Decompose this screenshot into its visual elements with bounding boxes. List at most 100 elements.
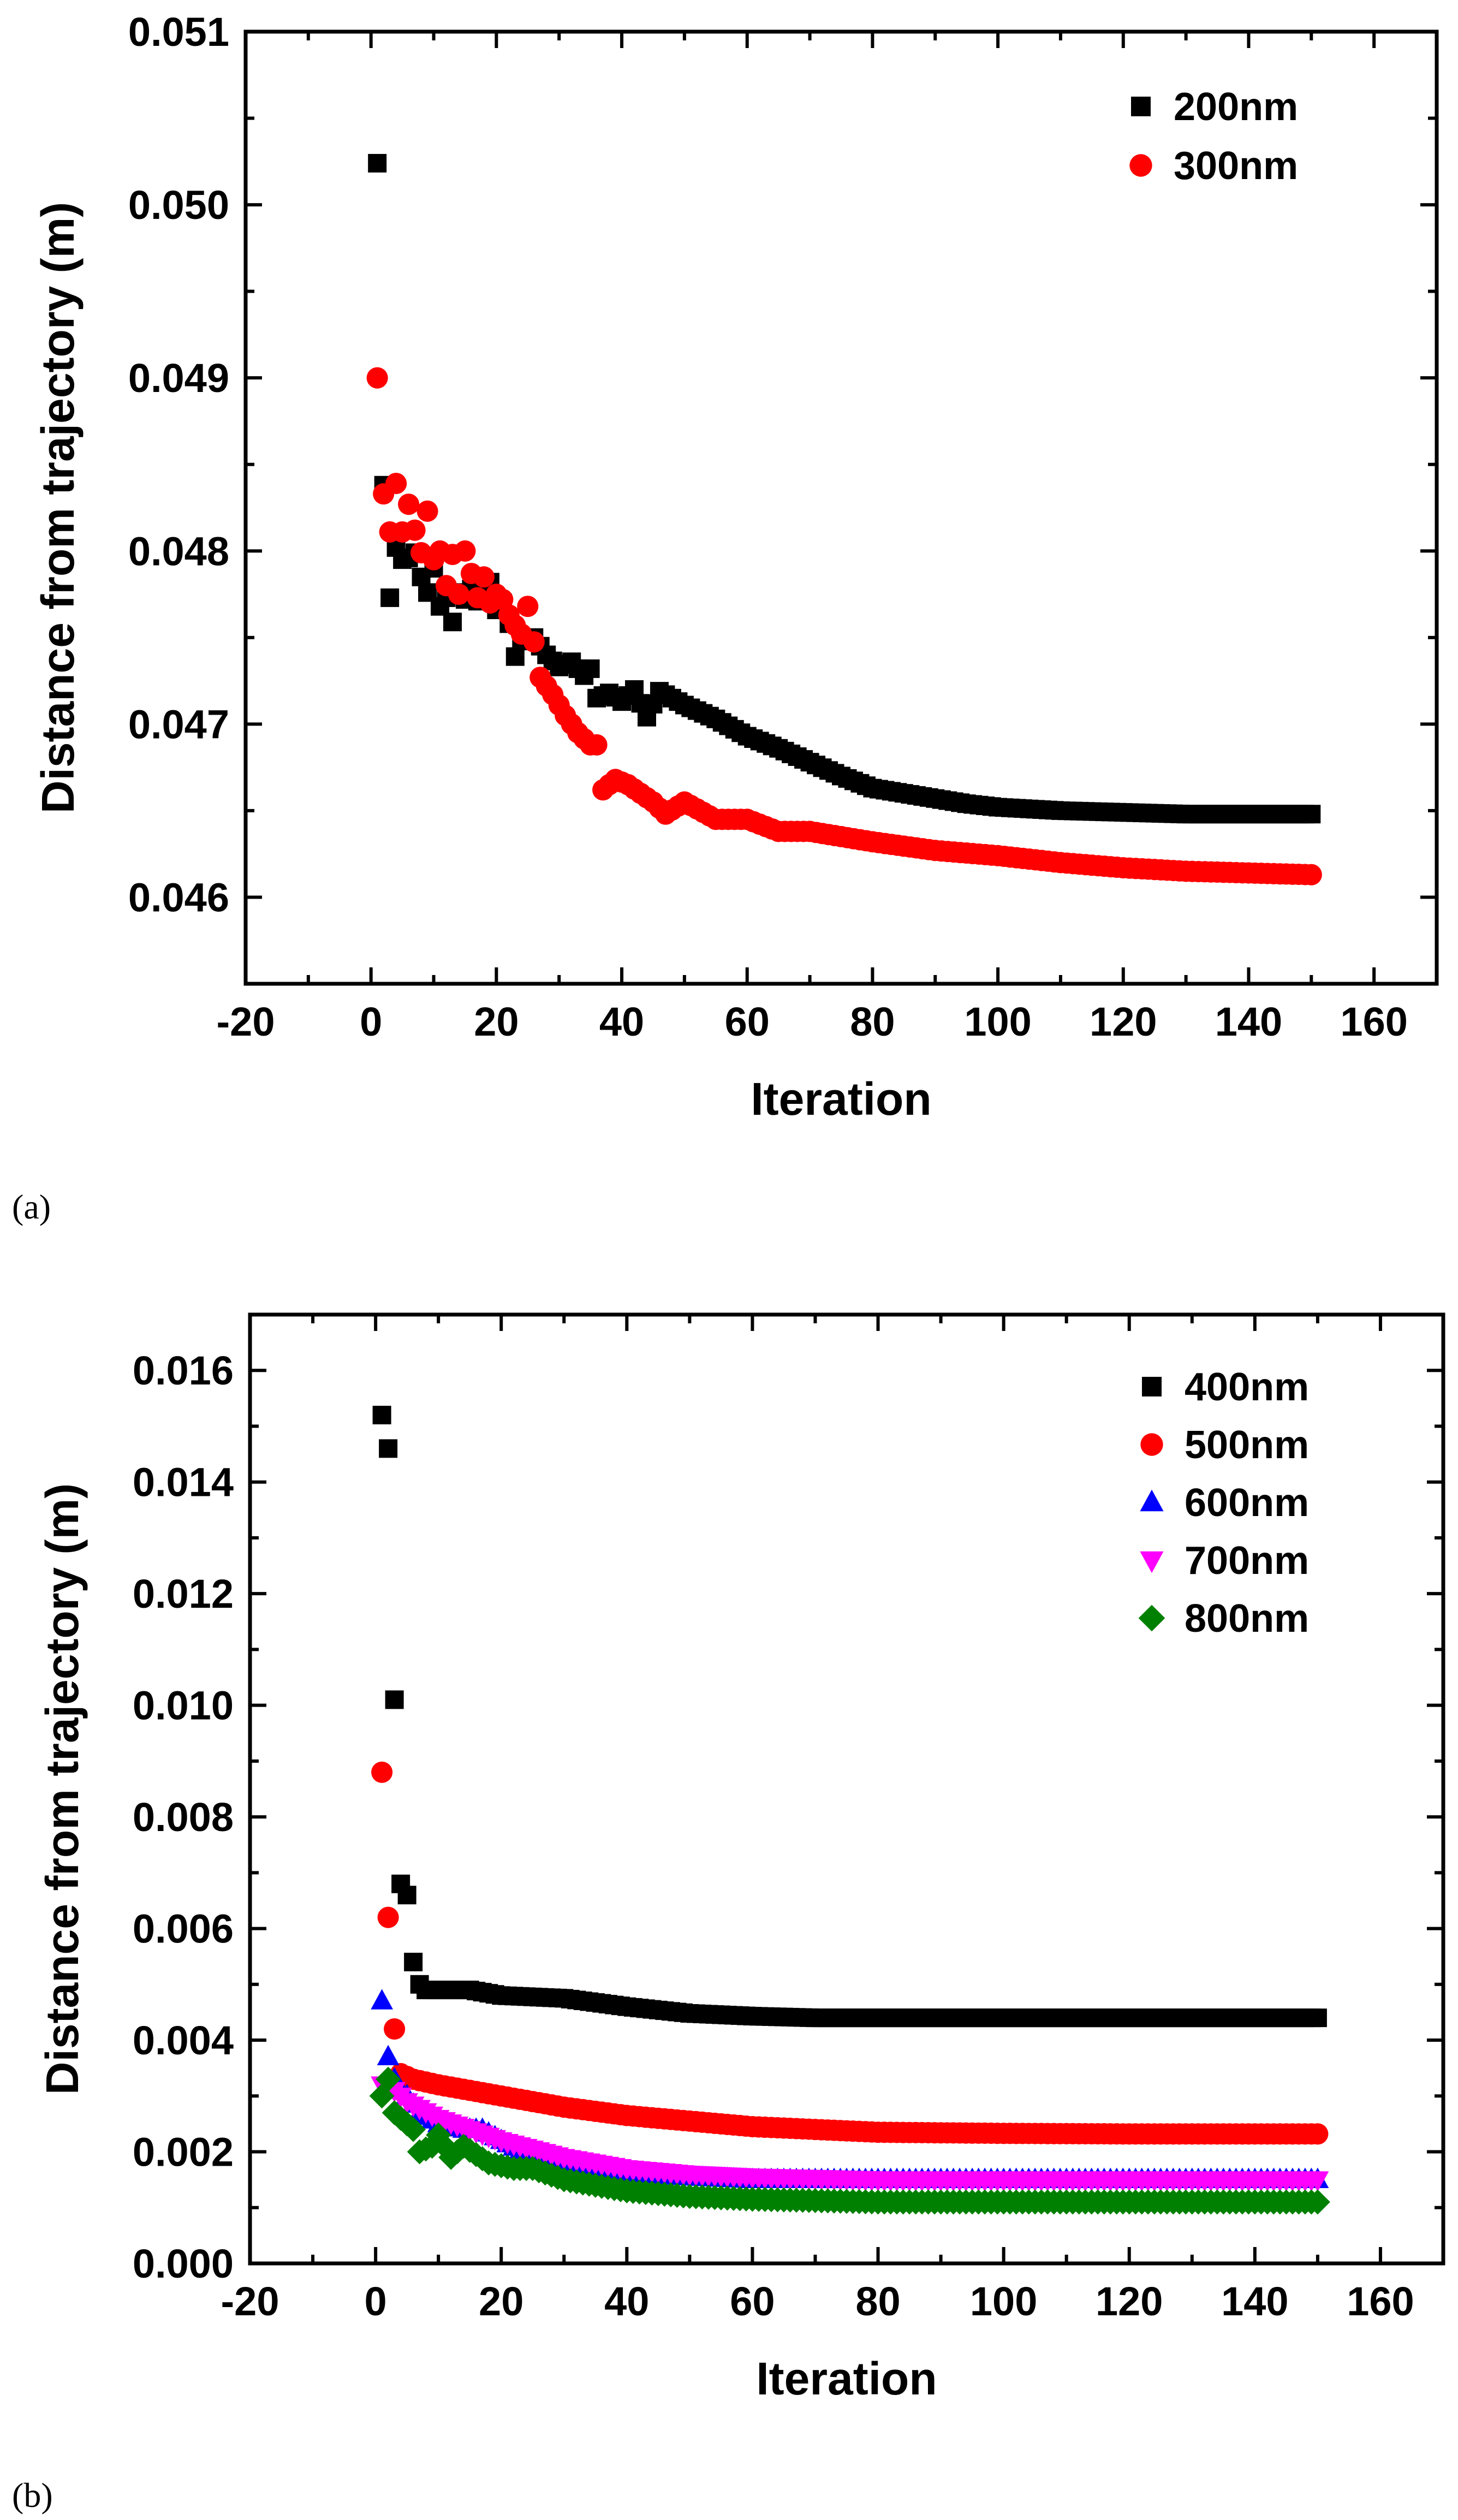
legend-label: 800nm [1185,1597,1309,1641]
data-point [523,631,545,653]
x-tick-label: 40 [599,999,644,1044]
y-tick-label: 0.016 [133,1348,234,1393]
data-point [397,1886,416,1905]
data-point [448,583,470,605]
legend: 400nm 500nm 600nm 700nm 800nm [1138,1365,1309,1641]
y-tick-label: 0.000 [133,2241,234,2286]
x-tick-label: 100 [964,999,1031,1044]
data-point [404,1952,423,1971]
data-point [1307,2123,1329,2145]
legend-marker [1140,1551,1164,1573]
data-point [371,1989,394,2010]
x-tick-label: 140 [1221,2279,1288,2324]
series-500nm [371,1761,1329,2145]
legend-label: 500nm [1185,1423,1309,1467]
data-point [426,2122,451,2148]
y-tick-label: 0.050 [128,182,229,228]
legend-label: 400nm [1185,1365,1309,1409]
legend-marker [1142,1377,1162,1396]
data-point [377,2044,400,2066]
x-tick-label: 120 [1096,2279,1163,2324]
series-300nm [366,367,1322,885]
y-axis-label: Distance from trajectory (m) [37,1483,88,2095]
data-point [1300,864,1322,885]
legend-marker [1140,1489,1164,1512]
legend: 200nm 300nm [1129,85,1298,188]
y-tick-label: 0.046 [128,875,229,920]
plot-frame [243,29,1439,986]
data-point [1305,2189,1330,2215]
y-tick-label: 0.002 [133,2130,234,2175]
legend-label: 700nm [1185,1539,1309,1583]
data-point [586,734,608,756]
legend-label: 600nm [1185,1481,1309,1525]
x-tick-label: 100 [970,2279,1037,2324]
x-tick-label: 20 [474,999,519,1044]
x-axis-label: Iteration [751,1073,931,1125]
series-200nm [368,153,1321,824]
y-tick-label: 0.049 [128,355,229,401]
data-point [385,473,407,495]
x-tick-label: 0 [365,2279,387,2324]
y-tick-label: 0.006 [133,1906,234,1952]
x-tick-label: 160 [1340,999,1407,1044]
data-point [443,613,462,632]
legend-marker [1140,1433,1163,1456]
data-point [379,1439,398,1458]
data-point [398,494,420,515]
y-tick-label: 0.012 [133,1571,234,1616]
data-point [372,1406,391,1425]
chart-b: -20 0 20 40 60 80 100 120 140 160 0.000 0.002 0.004 0… [37,1312,1445,2404]
y-tick-label: 0.047 [128,702,229,747]
x-tick-label: 20 [479,2279,523,2324]
y-tick-label: 0.008 [133,1794,234,1840]
y-tick-label: 0.048 [128,528,229,574]
data-point [473,566,495,588]
data-point [377,1906,399,1928]
series-800nm [369,2066,1330,2215]
legend-label: 200nm [1174,85,1298,129]
x-tick-label: 120 [1090,999,1157,1044]
series-400nm [372,1406,1327,2028]
y-tick-label: 0.004 [133,2018,234,2063]
x-tick-label: -20 [217,999,275,1044]
legend-label: 300nm [1174,144,1298,188]
data-point [366,367,388,389]
panel-label-a: (a) [12,1187,51,1226]
data-point [1306,2171,1329,2192]
series-700nm [371,2076,1329,2192]
x-tick-label: 60 [725,999,770,1044]
x-tick-label: 0 [360,999,382,1044]
data-point [581,659,600,678]
legend-marker [1138,1604,1165,1632]
chart-a: -20 0 20 40 60 80 100 120 140 160 0.046 0.047 0.048 0… [32,9,1439,1125]
data-point [368,153,387,173]
data-point [1308,2008,1327,2028]
y-tick-label: 0.051 [128,9,229,55]
x-tick-label: 160 [1347,2279,1414,2324]
y-axis-label: Distance from trajectory (m) [32,202,84,813]
data-point [376,2066,401,2092]
legend-marker [1131,97,1151,116]
data-point [380,588,400,607]
data-point [1302,805,1321,824]
data-point [371,1761,393,1783]
data-point [404,519,426,541]
legend-marker [1129,154,1152,177]
panel-label-b: (b) [12,2476,53,2515]
x-tick-label: 60 [730,2279,775,2324]
plot-frame [248,1312,1445,2266]
x-tick-label: 80 [850,999,895,1044]
x-tick-label: 140 [1215,999,1282,1044]
data-point [384,2018,406,2040]
x-tick-label: -20 [221,2279,279,2324]
data-point [454,540,476,562]
data-point [505,647,525,666]
x-axis-label: Iteration [756,2353,937,2404]
x-tick-label: 80 [855,2279,900,2324]
data-point [416,500,438,522]
y-tick-label: 0.014 [133,1460,234,1505]
data-point [517,596,539,617]
y-tick-label: 0.010 [133,1683,234,1728]
